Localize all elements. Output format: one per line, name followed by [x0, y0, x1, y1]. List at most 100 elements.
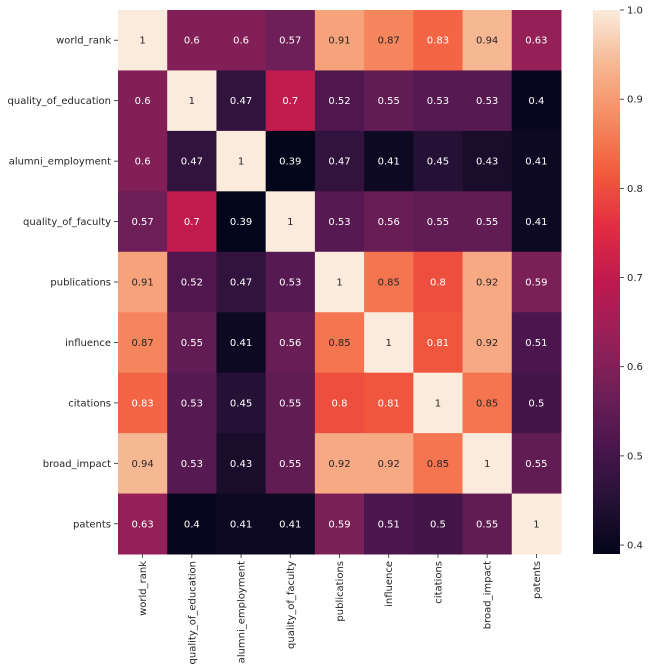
- cell-value-label: 1: [287, 217, 293, 228]
- x-tick-label: alumni_employment: [237, 561, 248, 663]
- heatmap-cell: [314, 130, 365, 192]
- heatmap-cell: [265, 130, 316, 192]
- heatmap-cell: [511, 493, 562, 555]
- y-tick-label: broad_impact: [43, 459, 111, 470]
- colorbar-tick-label: 0.6: [627, 362, 643, 373]
- cell-value-label: 0.55: [378, 96, 400, 107]
- heatmap-cell: [216, 312, 267, 374]
- heatmap-cell: [462, 433, 513, 495]
- heatmap-cell: [364, 251, 414, 313]
- cell-value-label: 0.41: [378, 157, 400, 168]
- heatmap-cell: [364, 372, 414, 434]
- y-tick-label: citations: [68, 398, 111, 409]
- heatmap-cell: [118, 433, 168, 495]
- heatmap-cell: [462, 191, 513, 253]
- x-tick-label: influence: [384, 561, 395, 607]
- cell-value-label: 0.6: [184, 36, 200, 47]
- colorbar: 0.4 0.5 0.6 0.7 0.8 0.9 1.0: [593, 6, 643, 554]
- heatmap-cell: [118, 10, 168, 71]
- cell-value-label: 0.47: [328, 157, 350, 168]
- heatmap-cell: [265, 191, 316, 253]
- y-tick-label: quality_of_education: [8, 96, 111, 107]
- heatmap-cell: [118, 191, 168, 253]
- heatmap-cell: [462, 493, 513, 555]
- cell-value-label: 0.8: [332, 398, 348, 409]
- cell-value-label: 0.4: [528, 96, 544, 107]
- heatmap-cell: [364, 191, 414, 253]
- x-tick-label: quality_of_faculty: [286, 561, 297, 649]
- x-axis-tick-labels: world_rank quality_of_education alumni_emp…: [138, 554, 543, 664]
- heatmap-cell: [265, 70, 316, 132]
- cell-value-label: 0.55: [476, 519, 498, 530]
- heatmap-cell: [167, 433, 217, 495]
- cell-value-label: 0.92: [378, 459, 400, 470]
- cell-value-label: 0.53: [181, 398, 203, 409]
- cell-value-label: 1: [533, 519, 539, 530]
- cell-value-label: 0.6: [233, 36, 249, 47]
- heatmap-cell: [511, 312, 562, 374]
- heatmap-cell: [511, 433, 562, 495]
- heatmap-cell: [265, 493, 316, 555]
- x-tick-label: world_rank: [138, 561, 149, 616]
- heatmap-cell: [462, 312, 513, 374]
- heatmap-cell: [511, 372, 562, 434]
- y-tick-label: world_rank: [56, 36, 111, 47]
- y-tick-label: publications: [50, 278, 111, 289]
- cell-value-label: 0.91: [131, 278, 153, 289]
- cell-value-label: 1: [484, 459, 490, 470]
- heatmap-cell: [413, 251, 464, 313]
- cell-value-label: 0.59: [328, 519, 350, 530]
- x-tick-label: patents: [532, 561, 543, 599]
- heatmap-cell: [511, 130, 562, 192]
- heatmap-cell: [413, 191, 464, 253]
- cell-value-label: 0.41: [525, 217, 547, 228]
- cell-value-label: 0.94: [476, 36, 498, 47]
- cell-value-label: 0.81: [378, 398, 400, 409]
- cell-value-label: 0.41: [230, 338, 252, 349]
- y-tick-label: influence: [65, 338, 111, 349]
- x-tick-label: quality_of_education: [187, 561, 198, 664]
- cell-value-label: 0.91: [328, 36, 350, 47]
- cell-value-label: 0.83: [427, 36, 449, 47]
- cell-value-label: 0.87: [378, 36, 400, 47]
- heatmap-cell: [511, 70, 562, 132]
- cell-value-label: 0.7: [184, 217, 200, 228]
- colorbar-tick-label: 0.9: [627, 95, 643, 106]
- cell-value-label: 0.39: [279, 157, 301, 168]
- heatmap-cell: [364, 312, 414, 374]
- cell-value-label: 0.63: [131, 519, 153, 530]
- heatmap-cell: [118, 251, 168, 313]
- x-tick-label: broad_impact: [483, 561, 494, 629]
- heatmap-cell: [511, 251, 562, 313]
- heatmap-cell: [216, 191, 267, 253]
- heatmap-cell: [364, 493, 414, 555]
- cell-value-label: 0.55: [279, 398, 301, 409]
- cell-value-label: 0.47: [181, 157, 203, 168]
- colorbar-tick-label: 0.7: [627, 273, 643, 284]
- heatmap-cell: [265, 433, 316, 495]
- y-axis-tick-labels: world_rank quality_of_education alumni_emp…: [8, 36, 118, 530]
- cell-value-label: 0.53: [476, 96, 498, 107]
- cell-value-label: 0.81: [427, 338, 449, 349]
- heatmap-cell: [265, 10, 316, 71]
- cell-value-label: 0.57: [131, 217, 153, 228]
- heatmap-cell: [413, 10, 464, 71]
- heatmap-cell: [462, 372, 513, 434]
- heatmap-cell: [167, 191, 217, 253]
- heatmap-cell: [314, 70, 365, 132]
- cell-value-label: 0.52: [181, 278, 203, 289]
- cell-value-label: 0.41: [525, 157, 547, 168]
- heatmap-cell: [413, 493, 464, 555]
- heatmap-cell: [314, 10, 365, 71]
- cell-value-label: 0.45: [427, 157, 449, 168]
- cell-value-label: 1: [435, 398, 441, 409]
- heatmap-cell: [167, 372, 217, 434]
- heatmap-cell: [167, 10, 217, 71]
- cell-value-label: 0.85: [328, 338, 350, 349]
- heatmap-cell: [216, 493, 267, 555]
- cell-value-label: 0.51: [525, 338, 547, 349]
- cell-value-label: 1: [238, 157, 244, 168]
- heatmap-cell: [462, 70, 513, 132]
- heatmap-cell: [462, 10, 513, 71]
- heatmap-cells: 1 0.6 0.6 0.57 0.91 0.87 0.83 0.94 0.63 0.6 1 0.47 0…: [118, 10, 562, 555]
